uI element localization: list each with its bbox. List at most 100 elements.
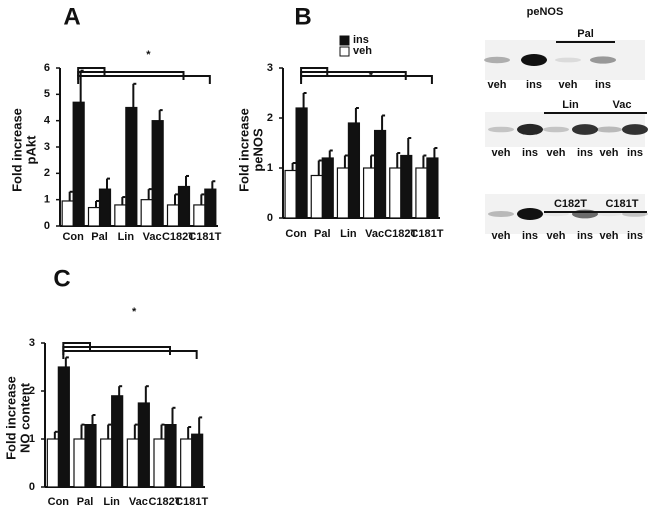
bar [100,438,113,488]
y-tick-label: 6 [44,62,50,74]
blot-image [485,194,645,234]
x-tick-label: Vac [365,228,384,240]
blot-band [555,57,581,63]
x-tick-label: Lin [103,496,120,508]
y-tick-label: 1 [29,433,35,445]
lane-label: ins [522,230,538,242]
x-tick-label: Vac [129,496,148,508]
blot-band [488,211,514,217]
lane-label: ins [627,147,643,159]
lane-label: veh [547,147,566,159]
legend-swatch [339,46,350,57]
bar [310,174,323,219]
bar [362,167,376,219]
x-tick-label: C182T [162,231,195,243]
y-tick-label: 0 [44,220,50,232]
bar [126,438,139,488]
blot-band [488,126,514,133]
x-tick-label: Con [62,231,84,243]
annotation: * [369,70,374,82]
y-tick-label: 1 [267,162,273,174]
group-label: C182T [554,198,587,210]
lane-label: veh [492,230,511,242]
lane-label: veh [600,147,619,159]
bar [426,157,439,219]
bar [111,395,124,488]
bar [204,188,217,227]
lane-label: veh [600,230,619,242]
bar [84,424,97,488]
lane-label: veh [488,79,507,91]
y-axis-label: pAkt [23,135,38,165]
x-tick-label: Con [285,228,307,240]
bar [193,204,206,227]
legend-swatch [339,35,350,46]
bar [72,101,85,227]
y-axis-label: Fold increase [9,108,24,192]
annotation: * [146,49,151,61]
bar [87,206,101,227]
y-tick-label: 2 [44,167,50,179]
bar [295,107,308,219]
lane-label: veh [547,230,566,242]
group-label: Lin [562,99,579,111]
lane-label: veh [492,147,511,159]
lane-label: ins [627,230,643,242]
x-tick-label: Con [48,496,70,508]
bar [284,169,297,219]
bar [400,154,413,219]
y-axis-label: peNOS [250,128,265,172]
y-tick-label: 3 [44,141,50,153]
bar [180,438,193,488]
bar [73,438,86,488]
bar [347,122,361,219]
y-tick-label: 3 [267,62,273,74]
bar [61,200,74,227]
blot-band [572,124,598,135]
y-tick-label: 4 [44,115,51,127]
y-tick-label: 0 [267,212,273,224]
x-tick-label: Vac [143,231,162,243]
lane-label: ins [577,230,593,242]
blot-band [517,208,543,220]
lane-label: ins [526,79,542,91]
bar [389,167,402,219]
blot-title: peNOS [527,6,564,18]
y-tick-label: 3 [29,337,35,349]
bar [140,199,153,227]
x-tick-label: Pal [77,496,94,508]
bar [137,402,150,488]
y-tick-label: 0 [29,481,35,493]
y-tick-label: 5 [44,88,50,100]
legend-label: ins [353,34,369,46]
y-tick-label: 1 [44,194,50,206]
bracket [300,75,433,84]
blot-band [517,123,543,136]
x-tick-label: C181T [175,496,208,508]
blot-band [484,56,510,64]
y-axis-label: Fold increase [3,376,18,460]
bar [98,188,112,227]
x-tick-label: Lin [340,228,357,240]
panel-letter: B [294,3,311,30]
x-tick-label: C181T [410,228,443,240]
bar [164,424,177,488]
bar [336,167,350,219]
panel-letter: C [53,265,70,292]
panel-letter: A [63,3,80,30]
x-tick-label: Pal [91,231,108,243]
bar [151,120,164,227]
blot-band [590,56,616,64]
bar [166,204,180,227]
blot-band [543,126,569,133]
lane-label: ins [522,147,538,159]
blot-band [521,54,547,66]
y-axis-label: Fold increase [236,108,251,192]
legend-label: veh [353,45,372,57]
lane-label: ins [577,147,593,159]
bar [46,438,59,488]
y-axis-label: NO content [17,382,32,453]
x-tick-label: C182T [148,496,181,508]
x-tick-label: Lin [118,231,135,243]
lane-label: ins [595,79,611,91]
